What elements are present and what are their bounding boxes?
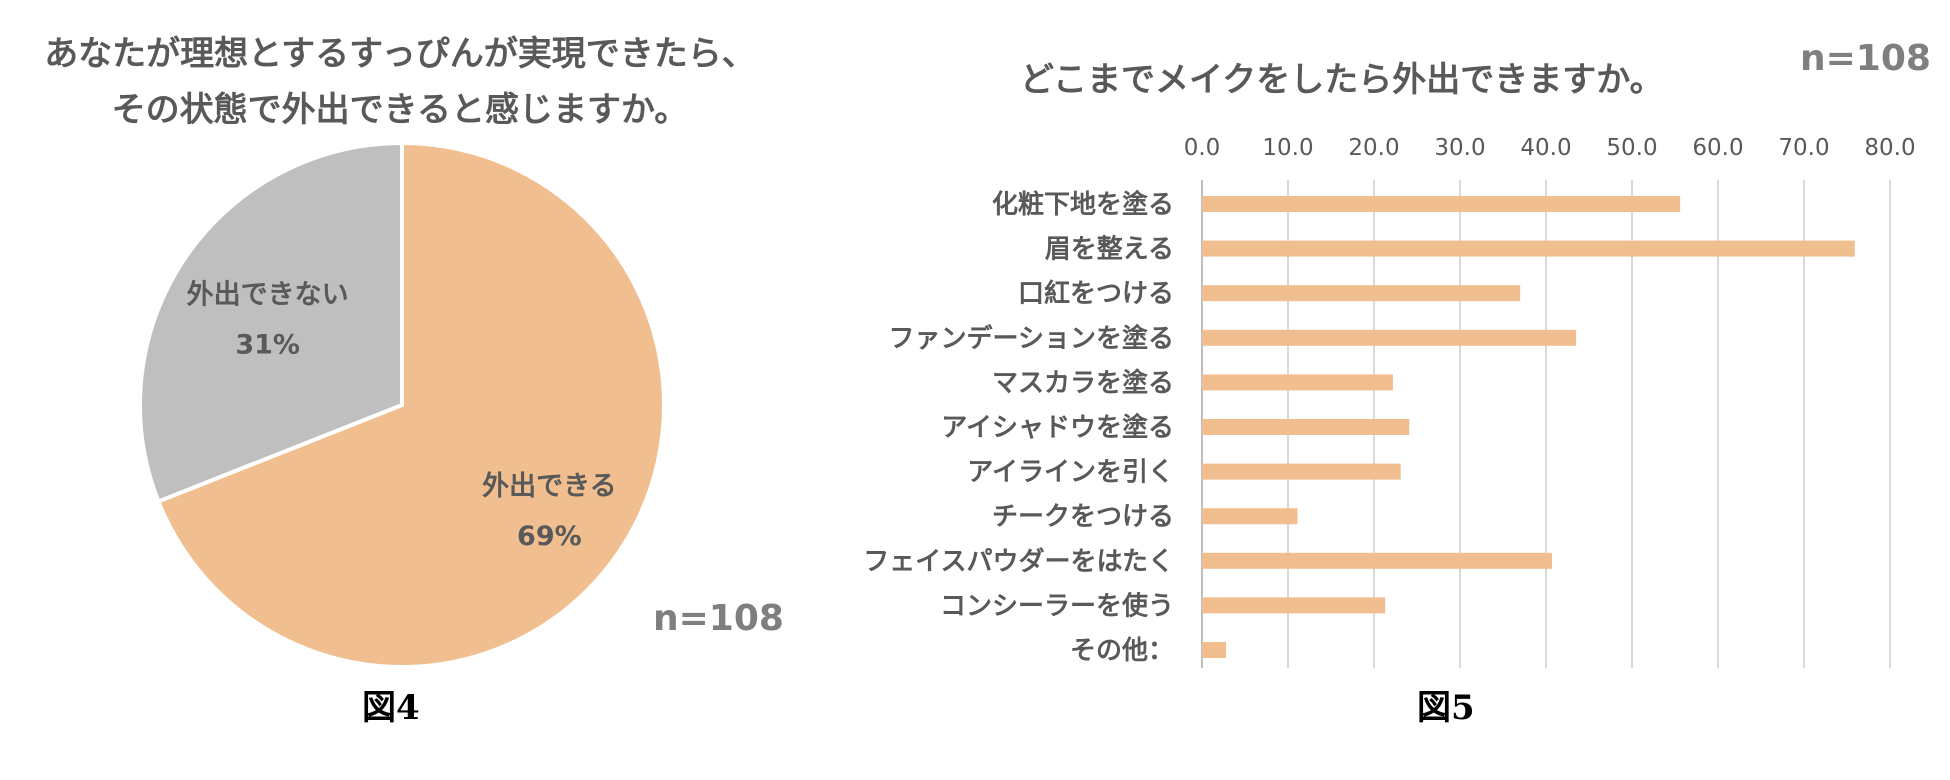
figure-4-caption: 図4 [362,688,420,728]
pie-slice-label: 外出できる [482,471,616,502]
bar-chart-title: どこまでメイクをしたら外出できますか。 [1020,60,1664,100]
bar-11 [1202,642,1227,658]
bar-chart: 0.0 10.0 20.0 30.0 40.0 50.0 60.0 70.0 80.0 化粧下地… [863,135,1916,668]
pie-sample-size: n=108 [653,598,784,639]
figure-5-caption: 図5 [1417,688,1475,728]
pie-slice-1 [155,140,666,669]
pie-slice-2 [138,140,404,505]
bar-10 [1202,597,1386,614]
bar-6 [1202,419,1410,435]
category-label: フェイスパウダーをはたく [863,546,1174,577]
category-label: アイシャドウを塗る [941,412,1174,443]
bar-9 [1202,552,1553,569]
category-label: ファンデーションを塗る [889,323,1174,354]
bar-2 [1202,240,1855,257]
x-tick-label: 30.0 [1434,135,1485,161]
category-label: 口紅をつける [1018,279,1174,309]
x-tick-label: 50.0 [1606,135,1657,161]
bar-7 [1202,463,1401,480]
category-label: 眉を整える [1045,234,1174,265]
category-label: 化粧下地を塗る [992,189,1174,220]
x-tick-label: 40.0 [1520,135,1571,161]
bar-4 [1202,329,1577,346]
x-tick-label: 10.0 [1262,135,1313,161]
category-label: その他： [1070,636,1174,666]
bar-3 [1202,285,1521,302]
pie-chart: 外出できる 69% 外出できない 31% [138,140,666,669]
pie-slice-label: 外出できない [187,280,349,311]
bar-sample-size: n=108 [1800,38,1931,79]
bar-8 [1202,508,1298,525]
pie-title-line-2: その状態で外出できると感じますか。 [111,90,689,130]
pie-slice-value: 69% [517,521,582,552]
bar-1 [1202,196,1681,212]
category-label: マスカラを塗る [992,367,1174,398]
x-tick-label: 20.0 [1348,135,1399,161]
category-label: アイラインを引く [967,458,1174,488]
bar-5 [1202,374,1393,391]
pie-slice-value: 31% [235,330,300,361]
x-tick-label: 80.0 [1864,135,1915,161]
x-tick-label: 70.0 [1778,135,1829,161]
figure-4-panel: あなたが理想とするすっぴんが実現できたら、 その状態で外出できると感じますか。 … [0,0,800,780]
x-tick-label: 60.0 [1692,135,1743,161]
x-tick-label: 0.0 [1184,135,1221,161]
category-label: コンシーラーを使う [940,591,1174,621]
figure-5-panel: どこまでメイクをしたら外出できますか。 n=108 0.0 10.0 20.0 30.… [800,0,1950,780]
category-label: チークをつける [992,502,1174,532]
pie-title-line-1: あなたが理想とするすっぴんが実現できたら、 [44,34,756,74]
